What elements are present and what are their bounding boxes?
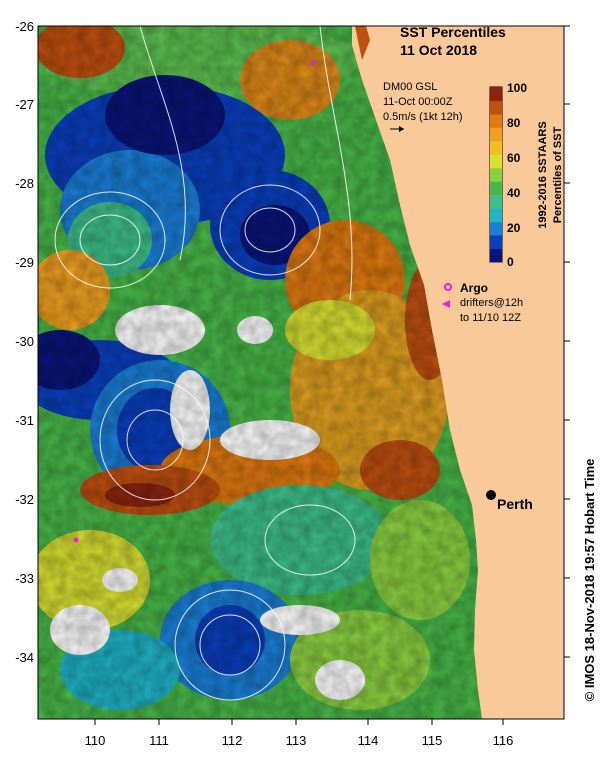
lat-label: -27 [15, 97, 34, 112]
colorbar-swatch [490, 154, 502, 169]
colorbar-title-2: Percentiles of SST [552, 126, 564, 223]
colorbar-tick: 60 [507, 151, 521, 165]
land-mass [352, 26, 564, 719]
vector-scale-arrow [390, 126, 404, 132]
lon-label: 114 [358, 733, 379, 748]
colorbar-swatches [490, 87, 502, 263]
latitude-axis: -26 -27 -28 -29 -30 -31 -32 -33 -34 [15, 19, 570, 665]
colorbar-tick: 20 [507, 221, 521, 235]
coastal-warm-strip [355, 26, 370, 60]
plot-frame [37, 25, 565, 720]
model-label: DM00 GSL [383, 81, 437, 93]
colorbar-swatch [490, 221, 502, 236]
lat-label: -34 [15, 650, 34, 665]
colorbar-title-1: 1992-2016 SSTAARS [537, 121, 549, 228]
argo-float-icon [73, 537, 79, 543]
lat-label: -32 [15, 492, 34, 507]
colorbar-swatch [490, 208, 502, 223]
lon-label: 112 [222, 733, 243, 748]
city-label: Perth [497, 496, 533, 512]
argo-marker-icon [444, 283, 452, 291]
ssh-contours [54, 26, 356, 701]
colorbar-tick: 100 [507, 81, 527, 95]
colorbar: 100 80 60 40 20 0 1992-2016 SSTAARS Perc… [489, 81, 564, 269]
lat-label: -26 [15, 19, 34, 34]
longitude-axis: 110 111 112 113 114 115 116 [85, 719, 514, 748]
colorbar-swatch [490, 87, 502, 101]
colorbar-swatch [490, 127, 502, 142]
colorbar-tick: 80 [507, 116, 521, 130]
lat-label: -31 [15, 413, 34, 428]
argo-label: Argo [460, 281, 488, 295]
colorbar-swatch [490, 181, 502, 196]
lat-label: -28 [15, 176, 34, 191]
lat-label: -33 [15, 571, 34, 586]
lon-label: 116 [493, 733, 514, 748]
drifter-legend: Argo drifters@12h to 11/10 12Z [442, 281, 523, 324]
drifters-label: drifters@12h [460, 297, 523, 309]
drifter-marker-icon [442, 300, 450, 308]
vector-scale-label: 0.5m/s (1kt 12h) [383, 111, 462, 123]
lat-label: -30 [15, 334, 34, 349]
colorbar-tick: 0 [507, 255, 514, 269]
lon-label: 111 [149, 733, 169, 748]
map-date: 11 Oct 2018 [400, 42, 477, 58]
colorbar-swatch [490, 248, 502, 263]
argo-float-icon [310, 60, 316, 66]
colorbar-swatch [490, 100, 502, 115]
colorbar-swatch [490, 140, 502, 155]
colorbar-swatch [490, 235, 502, 250]
colorbar-swatch [490, 194, 502, 209]
colorbar-swatch [490, 113, 502, 128]
colorbar-tick: 40 [507, 186, 521, 200]
lon-label: 113 [286, 733, 307, 748]
model-time: 11-Oct 00:00Z [383, 96, 453, 108]
drifters-time: to 11/10 12Z [460, 312, 521, 324]
lon-label: 115 [422, 733, 443, 748]
lat-label: -29 [15, 255, 34, 270]
credit-text: © IMOS 18-Nov-2018 19:57 Hobart Time [582, 459, 597, 702]
lon-label: 110 [85, 733, 106, 748]
map-title: SST Percentiles [400, 24, 506, 40]
colorbar-swatch [490, 167, 502, 182]
perth-marker-icon [486, 490, 496, 500]
